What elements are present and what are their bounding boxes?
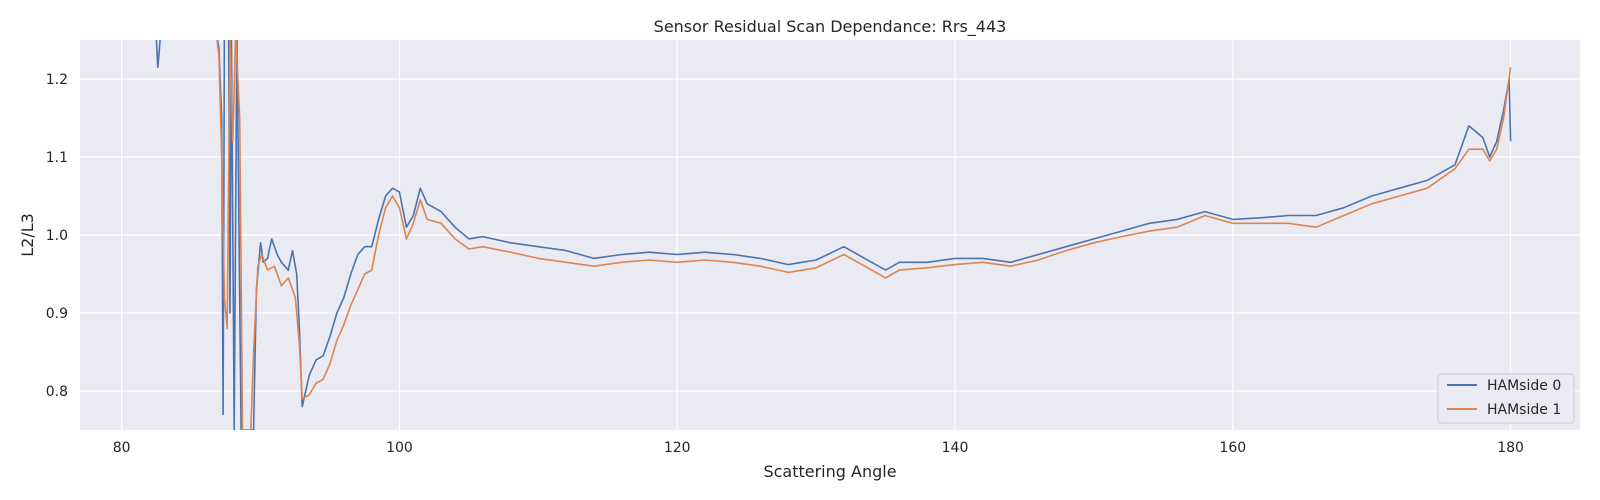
grid-lines: [80, 40, 1580, 430]
x-tick-label: 100: [386, 440, 413, 456]
series-line-hamside-1: [216, 40, 1512, 430]
series-group: [155, 40, 1512, 430]
legend-label-hamside-1: HAMside 1: [1487, 402, 1561, 418]
legend-label-hamside-0: HAMside 0: [1487, 378, 1561, 394]
y-axis-ticks: 0.8 0.9 1.0 1.1 1.2: [46, 72, 68, 400]
legend: HAMside 0 HAMside 1: [1437, 373, 1575, 424]
x-tick-label: 140: [942, 440, 969, 456]
x-axis-label: Scattering Angle: [763, 462, 896, 481]
x-axis-ticks: 80 100 120 140 160 180: [113, 440, 1524, 456]
y-axis-label: L2/L3: [18, 213, 37, 257]
legend-box: [1437, 373, 1575, 424]
series-line-hamside-0: [155, 40, 1512, 430]
y-tick-label: 1.0: [46, 228, 68, 244]
y-tick-label: 1.1: [46, 150, 68, 166]
chart-title: Sensor Residual Scan Dependance: Rrs_443: [654, 17, 1007, 37]
y-tick-label: 0.9: [46, 306, 68, 322]
y-tick-label: 0.8: [46, 384, 68, 400]
x-tick-label: 160: [1219, 440, 1246, 456]
y-tick-label: 1.2: [46, 72, 68, 88]
x-tick-label: 80: [113, 440, 131, 456]
x-tick-label: 120: [664, 440, 691, 456]
x-tick-label: 180: [1497, 440, 1524, 456]
